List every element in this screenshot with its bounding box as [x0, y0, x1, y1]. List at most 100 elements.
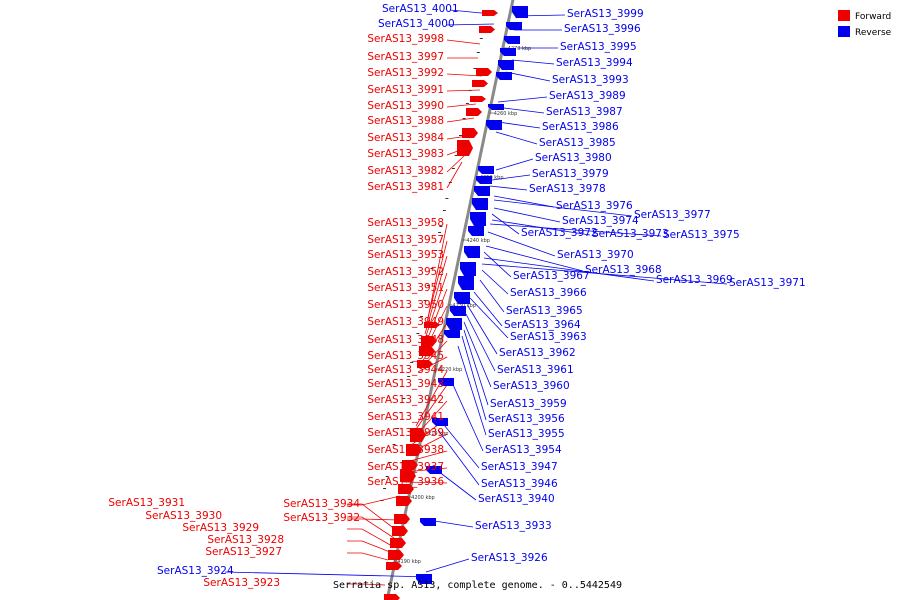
reverse-gene-arrow[interactable]: [454, 292, 470, 304]
forward-gene-label-seras13-3930[interactable]: SerAS13_3930: [145, 510, 222, 522]
reverse-gene-label-seras13-3968[interactable]: SerAS13_3968: [585, 264, 662, 276]
reverse-gene-label-seras13-3985[interactable]: SerAS13_3985: [539, 137, 616, 149]
reverse-gene-label-seras13-3967[interactable]: SerAS13_3967: [513, 270, 590, 282]
forward-gene-arrow[interactable]: [482, 10, 498, 16]
forward-gene-arrow[interactable]: [406, 444, 422, 456]
forward-gene-arrow[interactable]: [392, 526, 408, 536]
reverse-gene-label-seras13-3971[interactable]: SerAS13_3971: [729, 277, 806, 289]
reverse-gene-label-seras13-3962[interactable]: SerAS13_3962: [499, 347, 576, 359]
forward-gene-arrow[interactable]: [466, 108, 482, 116]
reverse-gene-arrow[interactable]: [468, 226, 484, 236]
reverse-gene-arrow[interactable]: [458, 276, 474, 290]
reverse-gene-label-seras13-3940[interactable]: SerAS13_3940: [478, 493, 555, 505]
reverse-gene-label-seras13-3964[interactable]: SerAS13_3964: [504, 319, 581, 331]
reverse-gene-arrow[interactable]: [500, 48, 516, 56]
forward-gene-arrow[interactable]: [400, 470, 416, 482]
reverse-gene-label-seras13-3965[interactable]: SerAS13_3965: [506, 305, 583, 317]
forward-gene-label-seras13-3997[interactable]: SerAS13_3997: [367, 51, 444, 63]
forward-gene-label-seras13-3992[interactable]: SerAS13_3992: [367, 67, 444, 79]
reverse-gene-label-seras13-3970[interactable]: SerAS13_3970: [557, 249, 634, 261]
reverse-gene-arrow[interactable]: [432, 418, 448, 426]
reverse-gene-label-seras13-3956[interactable]: SerAS13_3956: [488, 413, 565, 425]
forward-gene-arrow[interactable]: [470, 96, 486, 102]
reverse-gene-arrow[interactable]: [472, 198, 488, 210]
reverse-gene-label-seras13-3995[interactable]: SerAS13_3995: [560, 41, 637, 53]
reverse-gene-label-seras13-3996[interactable]: SerAS13_3996: [564, 23, 641, 35]
forward-gene-label-seras13-3937[interactable]: SerAS13_3937: [367, 461, 444, 473]
forward-gene-arrow[interactable]: [424, 322, 440, 328]
reverse-gene-arrow[interactable]: [512, 6, 528, 18]
forward-gene-label-seras13-3928[interactable]: SerAS13_3928: [207, 534, 284, 546]
forward-gene-label-seras13-3988[interactable]: SerAS13_3988: [367, 115, 444, 127]
reverse-gene-arrow[interactable]: [496, 72, 512, 80]
forward-gene-arrow[interactable]: [396, 496, 412, 506]
forward-gene-label-seras13-3990[interactable]: SerAS13_3990: [367, 100, 444, 112]
reverse-gene-arrow[interactable]: [444, 330, 460, 338]
forward-gene-arrow[interactable]: [457, 140, 473, 156]
reverse-gene-arrow[interactable]: [488, 104, 504, 110]
reverse-gene-arrow[interactable]: [416, 574, 432, 584]
forward-gene-arrow[interactable]: [417, 360, 433, 368]
forward-gene-label-seras13-3953[interactable]: SerAS13_3953: [367, 249, 444, 261]
forward-gene-label-seras13-3983[interactable]: SerAS13_3983: [367, 148, 444, 160]
forward-gene-label-seras13-3958[interactable]: SerAS13_3958: [367, 217, 444, 229]
forward-gene-label-seras13-3952[interactable]: SerAS13_3952: [367, 266, 444, 278]
reverse-gene-label-seras13-3979[interactable]: SerAS13_3979: [532, 168, 609, 180]
forward-gene-label-seras13-3984[interactable]: SerAS13_3984: [367, 132, 444, 144]
forward-gene-label-seras13-3932[interactable]: SerAS13_3932: [283, 512, 360, 524]
forward-gene-arrow[interactable]: [398, 484, 414, 494]
forward-gene-arrow[interactable]: [402, 460, 418, 470]
reverse-gene-label-seras13-3972[interactable]: SerAS13_3972: [521, 227, 598, 239]
forward-gene-label-seras13-3936[interactable]: SerAS13_3936: [367, 476, 444, 488]
reverse-gene-arrow[interactable]: [420, 518, 436, 526]
forward-gene-label-seras13-3945[interactable]: SerAS13_3945: [367, 350, 444, 362]
reverse-gene-arrow[interactable]: [498, 60, 514, 70]
forward-gene-arrow[interactable]: [386, 562, 402, 570]
reverse-gene-arrow[interactable]: [438, 378, 454, 386]
reverse-gene-label-seras13-3987[interactable]: SerAS13_3987: [546, 106, 623, 118]
forward-gene-label-seras13-3948[interactable]: SerAS13_3948: [367, 334, 444, 346]
forward-gene-arrow[interactable]: [462, 128, 478, 138]
forward-gene-label-seras13-3923[interactable]: SerAS13_3923: [203, 577, 280, 589]
reverse-gene-label-seras13-3955[interactable]: SerAS13_3955: [488, 428, 565, 440]
forward-gene-label-seras13-3938[interactable]: SerAS13_3938: [367, 444, 444, 456]
forward-gene-label-seras13-3927[interactable]: SerAS13_3927: [205, 546, 282, 558]
forward-gene-label-seras13-3939[interactable]: SerAS13_3939: [367, 427, 444, 439]
reverse-gene-arrow[interactable]: [426, 466, 442, 474]
reverse-gene-label-seras13-3954[interactable]: SerAS13_3954: [485, 444, 562, 456]
forward-gene-arrow[interactable]: [419, 346, 435, 356]
reverse-gene-label-seras13-3969[interactable]: SerAS13_3969: [656, 274, 733, 286]
reverse-gene-label-seras13-3961[interactable]: SerAS13_3961: [497, 364, 574, 376]
reverse-gene-arrow[interactable]: [446, 318, 462, 330]
forward-gene-arrow[interactable]: [410, 428, 426, 442]
reverse-gene-label-seras13-3978[interactable]: SerAS13_3978: [529, 183, 606, 195]
reverse-gene-label-seras13-3976[interactable]: SerAS13_3976: [556, 200, 633, 212]
reverse-gene-arrow[interactable]: [464, 246, 480, 258]
forward-gene-arrow[interactable]: [479, 26, 495, 33]
reverse-gene-label-seras13-3947[interactable]: SerAS13_3947: [481, 461, 558, 473]
forward-gene-label-seras13-3957[interactable]: SerAS13_3957: [367, 234, 444, 246]
reverse-gene-arrow[interactable]: [478, 166, 494, 174]
reverse-gene-label-seras13-3989[interactable]: SerAS13_3989: [549, 90, 626, 102]
reverse-gene-label-seras13-3960[interactable]: SerAS13_3960: [493, 380, 570, 392]
reverse-gene-label-seras13-3966[interactable]: SerAS13_3966: [510, 287, 587, 299]
reverse-gene-label-seras13-3973[interactable]: SerAS13_3973: [592, 228, 669, 240]
forward-gene-label-seras13-3944[interactable]: SerAS13_3944: [367, 364, 444, 376]
reverse-gene-arrow[interactable]: [506, 22, 522, 30]
reverse-gene-label-seras13-3999[interactable]: SerAS13_3999: [567, 8, 644, 20]
reverse-gene-arrow[interactable]: [474, 186, 490, 196]
forward-gene-label-seras13-3941[interactable]: SerAS13_3941: [367, 411, 444, 423]
reverse-gene-label-seras13-3924[interactable]: SerAS13_3924: [157, 565, 234, 577]
forward-gene-arrow[interactable]: [390, 538, 406, 548]
forward-gene-label-seras13-3949[interactable]: SerAS13_3949: [367, 316, 444, 328]
reverse-gene-label-seras13-3994[interactable]: SerAS13_3994: [556, 57, 633, 69]
forward-gene-label-seras13-3929[interactable]: SerAS13_3929: [182, 522, 259, 534]
forward-gene-label-seras13-3991[interactable]: SerAS13_3991: [367, 84, 444, 96]
forward-gene-label-seras13-3934[interactable]: SerAS13_3934: [283, 498, 360, 510]
reverse-gene-arrow[interactable]: [476, 176, 492, 184]
reverse-gene-label-seras13-3926[interactable]: SerAS13_3926: [471, 552, 548, 564]
reverse-gene-label-seras13-3974[interactable]: SerAS13_3974: [562, 215, 639, 227]
forward-gene-label-seras13-3950[interactable]: SerAS13_3950: [367, 299, 444, 311]
forward-gene-arrow[interactable]: [476, 68, 492, 76]
forward-gene-arrow[interactable]: [472, 80, 488, 87]
